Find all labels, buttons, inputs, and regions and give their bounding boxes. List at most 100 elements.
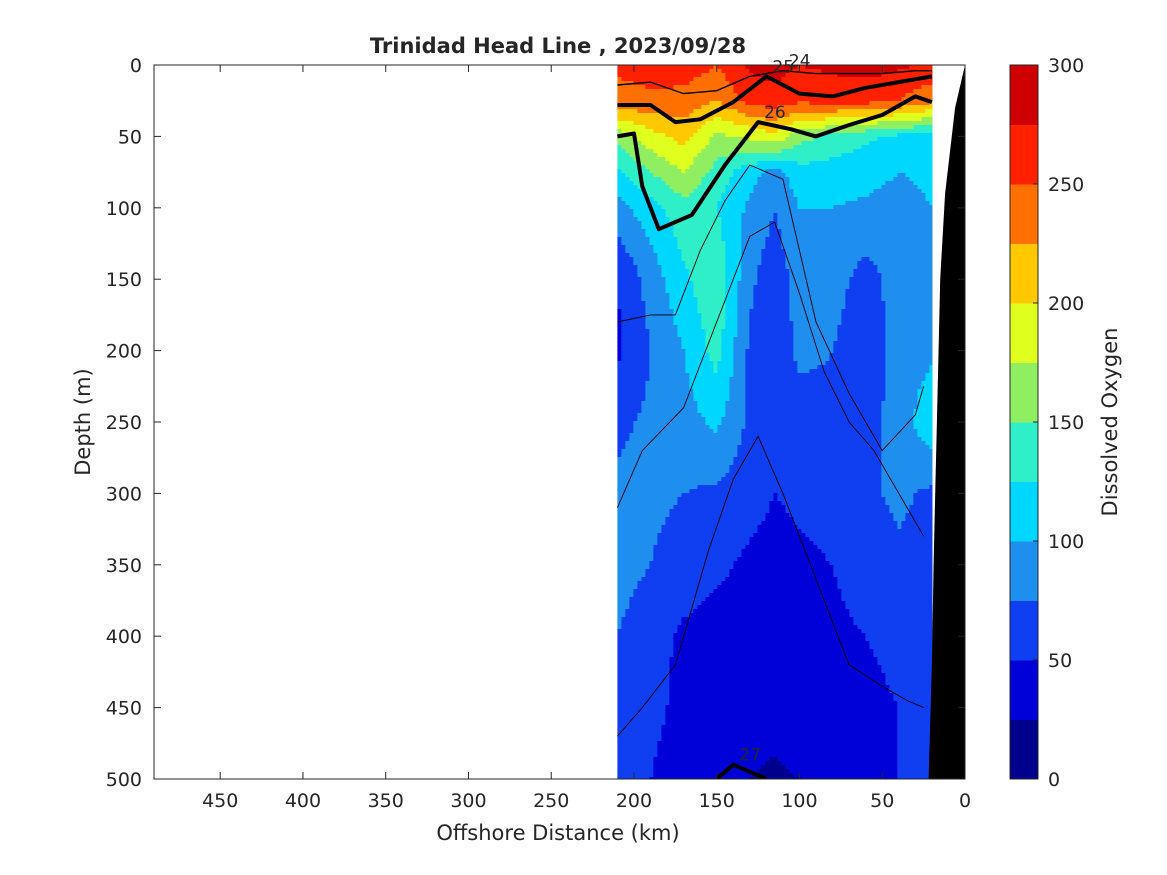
field-cell (673, 645, 678, 650)
field-cell (633, 181, 638, 186)
field-cell (653, 241, 658, 246)
field-cell (713, 641, 718, 646)
field-cell (713, 121, 718, 126)
field-cell (685, 181, 690, 186)
field-cell (689, 433, 694, 438)
field-cell (641, 669, 646, 674)
field-cell (673, 161, 678, 166)
field-cell (653, 629, 658, 634)
field-cell (677, 257, 682, 262)
field-cell (625, 601, 630, 606)
field-cell (669, 593, 674, 598)
field-cell (677, 433, 682, 438)
field-cell (705, 621, 710, 626)
field-cell (677, 249, 682, 254)
field-cell (677, 573, 682, 578)
field-cell (653, 749, 658, 754)
field-cell (701, 221, 706, 226)
field-cell (645, 725, 650, 730)
field-cell (717, 613, 722, 618)
field-cell (657, 421, 662, 426)
field-cell (649, 513, 654, 518)
field-cell (657, 385, 662, 390)
field-cell (721, 461, 726, 466)
field-cell (633, 405, 638, 410)
field-cell (721, 89, 726, 94)
field-cell (649, 757, 654, 762)
field-cell (653, 173, 658, 178)
field-cell (621, 281, 626, 286)
field-cell (697, 605, 702, 610)
field-cell (617, 73, 622, 78)
field-cell (677, 753, 682, 758)
field-cell (645, 449, 650, 454)
field-cell (705, 357, 710, 362)
field-cell (717, 409, 722, 414)
field-cell (657, 453, 662, 458)
field-cell (689, 329, 694, 334)
field-cell (641, 641, 646, 646)
field-cell (713, 497, 718, 502)
field-cell (661, 561, 666, 566)
field-cell (701, 769, 706, 774)
field-cell (657, 609, 662, 614)
field-cell (641, 177, 646, 182)
field-cell (705, 369, 710, 374)
field-cell (717, 325, 722, 330)
field-cell (633, 85, 638, 90)
field-cell (637, 441, 642, 446)
field-cell (693, 193, 698, 198)
field-cell (657, 269, 662, 274)
field-cell (725, 69, 730, 74)
field-cell (641, 345, 646, 350)
field-cell (641, 301, 646, 306)
field-cell (701, 137, 706, 142)
field-cell (669, 705, 674, 710)
field-cell (693, 393, 698, 398)
field-cell (649, 573, 654, 578)
field-cell (669, 129, 674, 134)
field-cell (637, 285, 642, 290)
field-cell (645, 249, 650, 254)
field-cell (709, 157, 714, 162)
field-cell (665, 401, 670, 406)
field-cell (701, 493, 706, 498)
field-cell (665, 629, 670, 634)
field-cell (701, 233, 706, 238)
field-cell (637, 333, 642, 338)
field-cell (621, 257, 626, 262)
field-cell (717, 733, 722, 738)
field-cell (633, 645, 638, 650)
field-cell (649, 341, 654, 346)
field-cell (637, 593, 642, 598)
field-cell (681, 717, 686, 722)
field-cell (701, 97, 706, 102)
field-cell (725, 481, 730, 486)
field-cell (721, 129, 726, 134)
field-cell (629, 517, 634, 522)
field-cell (685, 653, 690, 658)
field-cell (705, 757, 710, 762)
field-cell (645, 233, 650, 238)
field-cell (673, 65, 678, 70)
field-cell (677, 549, 682, 554)
field-cell (677, 153, 682, 158)
field-cell (621, 449, 626, 454)
field-cell (637, 625, 642, 630)
field-cell (725, 709, 730, 714)
field-cell (681, 701, 686, 706)
field-cell (705, 777, 710, 779)
field-cell (641, 313, 646, 318)
field-cell (665, 701, 670, 706)
field-cell (701, 145, 706, 150)
field-cell (713, 533, 718, 538)
field-cell (705, 157, 710, 162)
field-cell (713, 609, 718, 614)
field-cell (665, 329, 670, 334)
field-cell (705, 185, 710, 190)
field-cell (661, 541, 666, 546)
field-cell (725, 169, 730, 174)
field-cell (669, 629, 674, 634)
field-cell (685, 413, 690, 418)
field-cell (689, 493, 694, 498)
